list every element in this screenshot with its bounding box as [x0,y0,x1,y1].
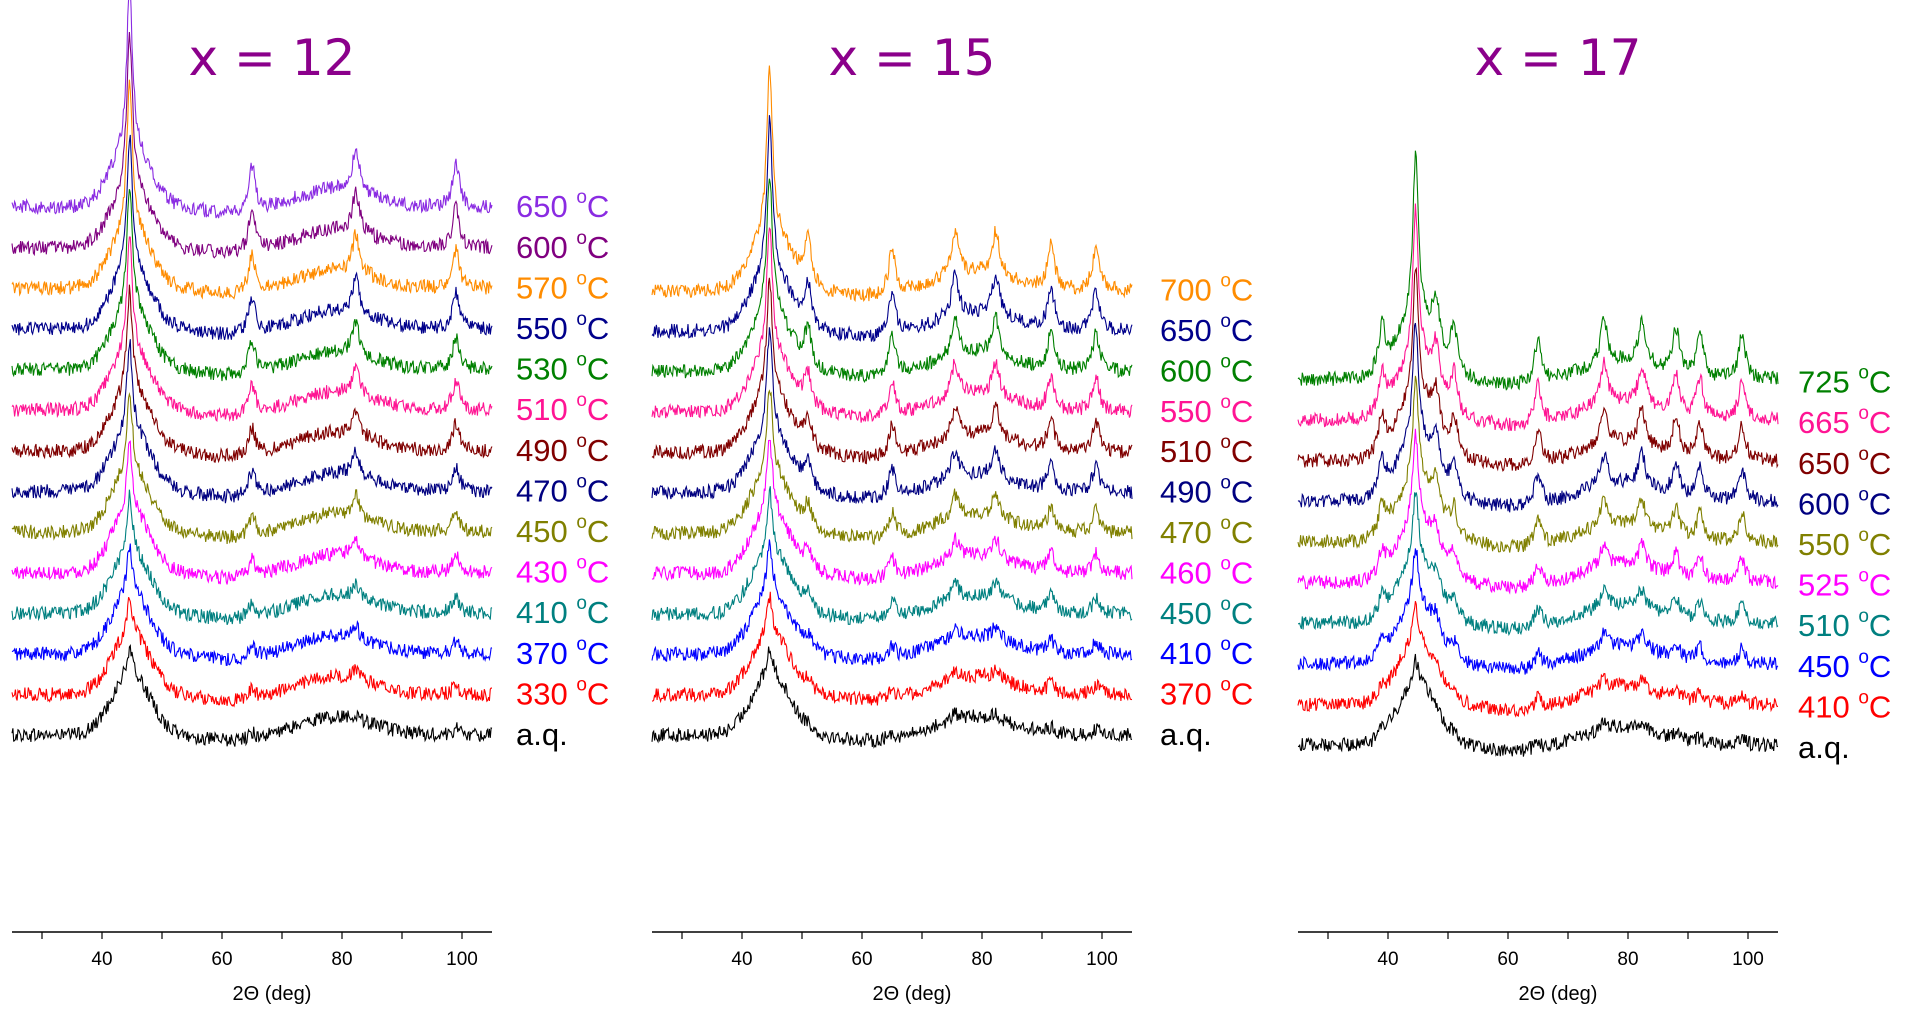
series-line [11,392,493,544]
series-line [651,65,1133,303]
legend-label: 650 oC [1160,311,1253,348]
x-tick-label: 40 [1377,949,1398,970]
panel-title: x = 17 [1475,29,1642,87]
legend-label: 370 oC [1160,675,1253,712]
x-axis-label: 2Θ (deg) [1519,983,1598,1005]
series-line [1297,548,1779,675]
series-line [1297,601,1779,718]
legend-label: a.q. [1160,717,1212,752]
legend-label: 725 oC [1798,363,1891,400]
legend-label: 600 oC [1160,351,1253,388]
panel-title: x = 12 [189,29,356,87]
series-line [11,543,493,667]
x-axis-label: 2Θ (deg) [873,983,952,1005]
x-tick-label: 60 [1497,949,1518,970]
legend-label: 650 oC [1798,444,1891,481]
series-line [651,646,1133,749]
panel-title: x = 15 [829,29,996,87]
x-tick-label: 40 [731,949,752,970]
series-line [11,596,492,708]
series-line [11,489,493,626]
panel-x15: x = 15 2Θ (deg) 40 60 80 100 a.q. 370 oC 410 o… [651,29,1253,1005]
legend-label: 490 oC [1160,473,1253,510]
series-line [651,486,1133,625]
legend-label: 450 oC [516,512,609,549]
legend-label: 550 oC [516,309,609,346]
series-line [11,31,493,260]
series-line [651,591,1133,706]
legend-label: 450 oC [1160,594,1253,631]
legend-label: 510 oC [1798,606,1891,643]
legend-label: 410 oC [1798,687,1891,724]
legend-label: a.q. [516,717,568,752]
legend-label: 665 oC [1798,403,1891,440]
series-line [651,439,1133,587]
legend-label: 600 oC [516,228,609,265]
legend-label: 510 oC [1160,432,1253,469]
series-line [1297,266,1779,472]
legend-label: 650 oC [516,187,609,224]
legend-label: 470 oC [516,471,609,508]
legend-label: 470 oC [1160,513,1253,550]
series-line [1297,322,1779,513]
series-line [1297,203,1779,432]
series-line [651,327,1133,504]
series-line [11,189,493,382]
legend-label: 450 oC [1798,647,1891,684]
series-line [11,440,493,585]
series-line [11,134,493,341]
x-tick-label: 100 [1086,949,1118,970]
series-line [11,236,493,422]
legend-label: 550 oC [1160,392,1253,429]
legend-label: 330 oC [516,674,609,711]
legend-label: 525 oC [1798,566,1891,603]
series-line [651,277,1133,465]
x-tick-label: 100 [446,949,478,970]
x-tick-label: 40 [91,949,112,970]
series-line [11,284,493,464]
series-line [1297,492,1779,637]
legend-label: 460 oC [1160,553,1253,590]
legend-label: a.q. [1798,730,1850,765]
legend-label: 570 oC [516,268,609,305]
series-line [1297,653,1779,757]
series-line [651,389,1133,546]
legend-label: 600 oC [1798,484,1891,521]
legend-label: 510 oC [516,390,609,427]
legend-label: 410 oC [516,593,609,630]
x-tick-label: 80 [331,949,352,970]
series-line [651,539,1133,666]
x-axis-label: 2Θ (deg) [233,983,312,1005]
series-line [11,0,493,219]
legend-label: 530 oC [516,350,609,387]
series-line [11,339,493,504]
x-tick-label: 80 [971,949,992,970]
legend-label: 430 oC [516,553,609,590]
series-line [1297,428,1779,595]
series-line [651,227,1133,423]
series-line [1297,150,1779,391]
legend-label: 370 oC [516,634,609,671]
legend-label: 410 oC [1160,634,1253,671]
series-line [11,644,493,747]
series-line [651,115,1133,343]
x-tick-label: 60 [851,949,872,970]
series-line [651,178,1133,383]
series-line [11,79,493,300]
legend-label: 550 oC [1798,525,1891,562]
x-tick-label: 60 [211,949,232,970]
x-tick-label: 100 [1732,949,1764,970]
legend-label: 490 oC [516,431,609,468]
legend-label: 700 oC [1160,271,1253,308]
x-tick-label: 80 [1617,949,1638,970]
series-line [1297,375,1779,553]
